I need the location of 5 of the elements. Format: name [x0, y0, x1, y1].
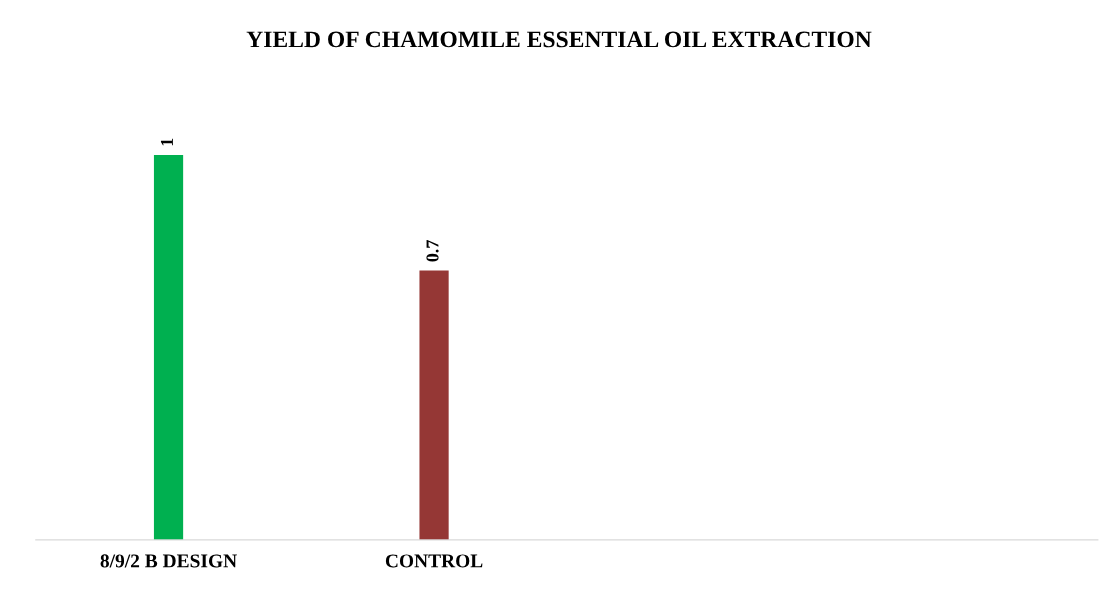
- x-tick-label: 8/9/2 B DESIGN: [100, 554, 237, 568]
- chart-title: YIELD OF CHAMOMILE ESSENTIAL OIL EXTRACTION: [246, 31, 872, 48]
- x-tick-label: CONTROL: [385, 554, 483, 568]
- data-label: 0.7: [426, 240, 439, 262]
- data-label: 1: [160, 138, 173, 146]
